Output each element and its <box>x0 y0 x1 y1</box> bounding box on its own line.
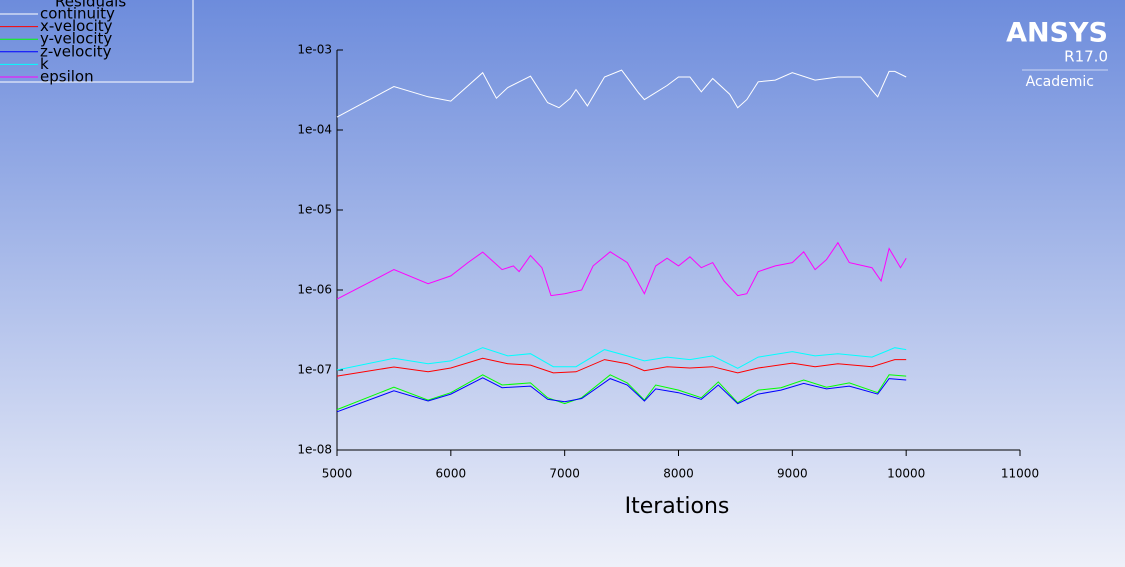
series-line <box>336 241 907 300</box>
legend-title: Residuals <box>55 0 126 11</box>
series-line <box>336 69 907 118</box>
x-axis-label: Iterations <box>625 494 730 519</box>
x-tick-label: 10000 <box>887 467 925 481</box>
y-tick-label: 1e-07 <box>297 363 332 377</box>
logo-edition: Academic <box>1026 74 1094 90</box>
series-line <box>336 357 907 377</box>
x-tick-label: 5000 <box>322 467 353 481</box>
logo-brand: ANSYS <box>1006 18 1108 49</box>
legend-label: epsilon <box>40 68 94 86</box>
y-tick-label: 1e-05 <box>297 203 332 217</box>
x-tick-label: 7000 <box>549 467 580 481</box>
series-line <box>336 347 907 371</box>
y-tick-label: 1e-03 <box>297 43 332 57</box>
x-tick-label: 8000 <box>663 467 694 481</box>
legend-label: z-velocity <box>40 42 112 60</box>
series-line <box>336 377 907 413</box>
logo-version: R17.0 <box>1064 48 1108 66</box>
x-tick-label: 9000 <box>777 467 808 481</box>
legend-label: y-velocity <box>40 30 112 48</box>
legend-label: k <box>40 55 49 73</box>
legend-label: x-velocity <box>40 17 113 35</box>
legend-label: continuity <box>40 5 115 23</box>
y-tick-label: 1e-06 <box>297 283 332 297</box>
y-tick-label: 1e-04 <box>297 123 332 137</box>
x-tick-label: 11000 <box>1001 467 1039 481</box>
series-line <box>336 374 907 411</box>
x-tick-label: 6000 <box>436 467 467 481</box>
y-tick-label: 1e-08 <box>297 443 332 457</box>
legend-frame <box>0 0 194 83</box>
